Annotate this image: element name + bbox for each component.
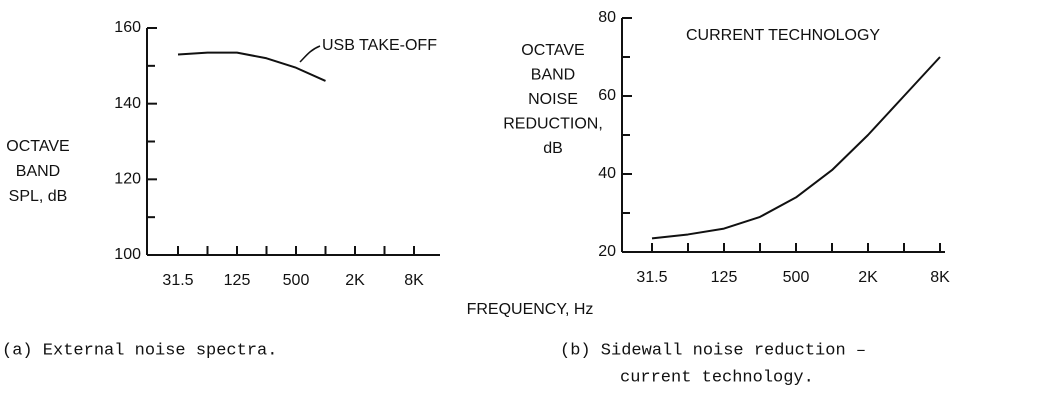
leader-line — [299, 45, 321, 63]
caption: (b) Sidewall noise reduction – — [560, 341, 866, 360]
x-tick-label: 125 — [711, 269, 738, 286]
y-axis-label: BAND — [16, 163, 60, 180]
y-tick-label: 100 — [114, 246, 141, 263]
y-tick-label: 80 — [598, 9, 616, 26]
x-axis-label: FREQUENCY, Hz — [467, 301, 594, 318]
y-tick-label: 60 — [598, 87, 616, 104]
x-tick-label: 8K — [404, 272, 424, 289]
data-line — [651, 56, 941, 240]
data-line — [177, 51, 326, 82]
y-axis-label: dB — [543, 140, 563, 157]
y-axis-label: BAND — [531, 67, 575, 84]
annotation: CURRENT TECHNOLOGY — [686, 27, 880, 44]
x-tick-label: 2K — [345, 272, 365, 289]
x-tick-label: 125 — [224, 272, 251, 289]
annotation: USB TAKE-OFF — [322, 37, 437, 54]
x-tick-label: 500 — [283, 272, 310, 289]
x-tick-label: 2K — [858, 269, 878, 286]
y-tick-label: 160 — [114, 19, 141, 36]
y-axis-label: SPL, dB — [9, 188, 68, 205]
caption: current technology. — [620, 368, 814, 387]
y-axis-label: OCTAVE — [6, 138, 69, 155]
y-tick-label: 140 — [114, 95, 141, 112]
caption: (a) External noise spectra. — [2, 341, 277, 360]
y-tick-label: 20 — [598, 243, 616, 260]
y-axis-label: NOISE — [528, 91, 578, 108]
y-axis-label: OCTAVE — [521, 42, 584, 59]
x-tick-label: 8K — [930, 269, 950, 286]
y-tick-label: 40 — [598, 165, 616, 182]
x-tick-label: 31.5 — [636, 269, 667, 286]
y-tick-label: 120 — [114, 171, 141, 188]
y-axis-label: REDUCTION, — [503, 116, 603, 133]
x-tick-label: 500 — [783, 269, 810, 286]
x-tick-label: 31.5 — [162, 272, 193, 289]
